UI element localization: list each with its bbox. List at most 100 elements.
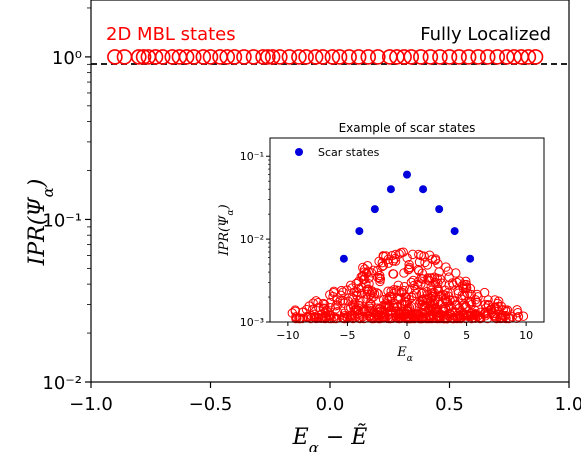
inset-cloud-point — [398, 285, 409, 296]
inset-cloud-point — [361, 279, 371, 289]
inset-cloud-point — [329, 312, 339, 322]
inset-cloud-point — [316, 313, 327, 324]
inset-cloud-point — [339, 313, 349, 324]
inset-x-tick-label: −5 — [339, 329, 355, 342]
inset-cloud-point — [401, 292, 412, 302]
inset-cloud-point — [343, 296, 353, 306]
main-x-tick-label: 0.0 — [316, 394, 345, 415]
inset-cloud-point — [372, 303, 383, 313]
main-data-point — [341, 49, 357, 65]
inset-cloud-point — [324, 310, 335, 320]
main-data-point — [350, 49, 367, 65]
scar-state-point — [450, 227, 459, 236]
inset-cloud-point — [292, 313, 302, 324]
inset-cloud-point — [374, 273, 385, 283]
inset-cloud-point — [361, 294, 371, 304]
inset-cloud-point — [313, 297, 323, 308]
inset-y-axis-label: IPR(Ψα) — [217, 204, 236, 256]
main-x-tick-label: −0.5 — [189, 394, 233, 415]
main-data-point — [147, 49, 164, 65]
inset-cloud-point — [422, 260, 433, 270]
inset-cloud-point — [290, 306, 301, 316]
inset-cloud-point — [404, 259, 414, 270]
inset-cloud-point — [309, 312, 319, 322]
scar-state-point — [435, 205, 444, 214]
inset-cloud-point — [295, 313, 305, 324]
inset-cloud-point — [318, 298, 329, 309]
inset-cloud-point — [447, 278, 458, 288]
main-data-point — [441, 49, 458, 65]
main-data-point — [460, 49, 477, 65]
inset-cloud-point — [368, 292, 378, 302]
main-data-point — [226, 49, 243, 65]
inset-cloud-point — [417, 288, 427, 299]
inset-cloud-point — [356, 288, 367, 299]
inset-cloud-point — [369, 308, 379, 318]
main-data-point — [360, 49, 377, 65]
inset-cloud-point — [479, 287, 490, 298]
inset-cloud-point — [403, 265, 414, 275]
inset-cloud-point — [465, 283, 476, 294]
inset-cloud-point — [518, 311, 529, 321]
main-data-point — [154, 49, 171, 65]
inset-cloud-point — [483, 300, 493, 310]
inset-cloud-point — [439, 313, 449, 324]
inset-cloud-point — [336, 290, 346, 301]
inset-cloud-point — [351, 304, 361, 314]
inset-cloud-point — [363, 284, 373, 294]
inset-cloud-point — [414, 249, 424, 260]
inset-cloud-point — [411, 289, 422, 299]
inset-cloud-point — [388, 269, 399, 279]
inset-cloud-point — [465, 298, 475, 308]
main-data-point — [369, 49, 386, 65]
main-y-tick-label: 10⁻¹ — [42, 210, 82, 231]
inset-cloud-point — [440, 303, 451, 314]
inset-cloud-point — [393, 280, 403, 290]
main-data-point — [185, 49, 202, 65]
inset-cloud-point — [413, 277, 423, 287]
inset-cloud-point — [364, 308, 374, 318]
inset-cloud-point — [384, 301, 395, 311]
inset-cloud-point — [390, 249, 401, 260]
inset-cloud-point — [430, 277, 441, 288]
main-data-point — [403, 49, 420, 65]
main-data-point — [520, 49, 537, 65]
inset-cloud-point — [430, 294, 441, 304]
main-data-point — [202, 49, 219, 65]
inset-cloud-point — [443, 266, 453, 276]
main-data-point — [315, 49, 331, 65]
inset-cloud-point — [388, 256, 399, 266]
inset-x-tick-label: 10 — [519, 329, 533, 342]
inset-cloud-point — [379, 300, 389, 311]
inset-cloud-point — [335, 296, 346, 306]
inset-cloud-point — [502, 305, 513, 315]
inset-cloud-point — [404, 294, 414, 305]
main-data-point — [195, 49, 212, 65]
inset-cloud-point — [416, 279, 426, 289]
main-data-point — [432, 49, 448, 65]
main-data-point — [264, 49, 281, 65]
main-x-tick-label: 0.5 — [435, 394, 464, 415]
main-data-point — [307, 49, 324, 65]
inset-cloud-point — [352, 305, 362, 315]
inset-cloud-point — [473, 292, 483, 302]
inset-cloud-point — [368, 265, 378, 276]
inset-x-tick-label: 0 — [404, 329, 411, 342]
inset-cloud-point — [417, 268, 427, 278]
main-x-tick-label: 1.0 — [555, 394, 581, 415]
inset-cloud-point — [298, 307, 308, 318]
inset-cloud-point — [378, 251, 388, 261]
inset-y-tick-label: 10⁻³ — [240, 316, 264, 329]
inset-cloud-point — [377, 261, 387, 272]
inset-cloud-point — [422, 289, 433, 300]
inset-x-tick-label: −10 — [276, 329, 299, 342]
main-data-point — [331, 49, 348, 65]
inset-cloud-point — [466, 311, 476, 322]
legend-scar-label: Scar states — [318, 146, 380, 159]
inset-title: Example of scar states — [339, 121, 476, 135]
main-data-point — [131, 49, 147, 65]
inset-cloud-point — [423, 273, 433, 283]
inset-cloud-point — [451, 268, 461, 278]
main-data-point — [470, 49, 486, 65]
